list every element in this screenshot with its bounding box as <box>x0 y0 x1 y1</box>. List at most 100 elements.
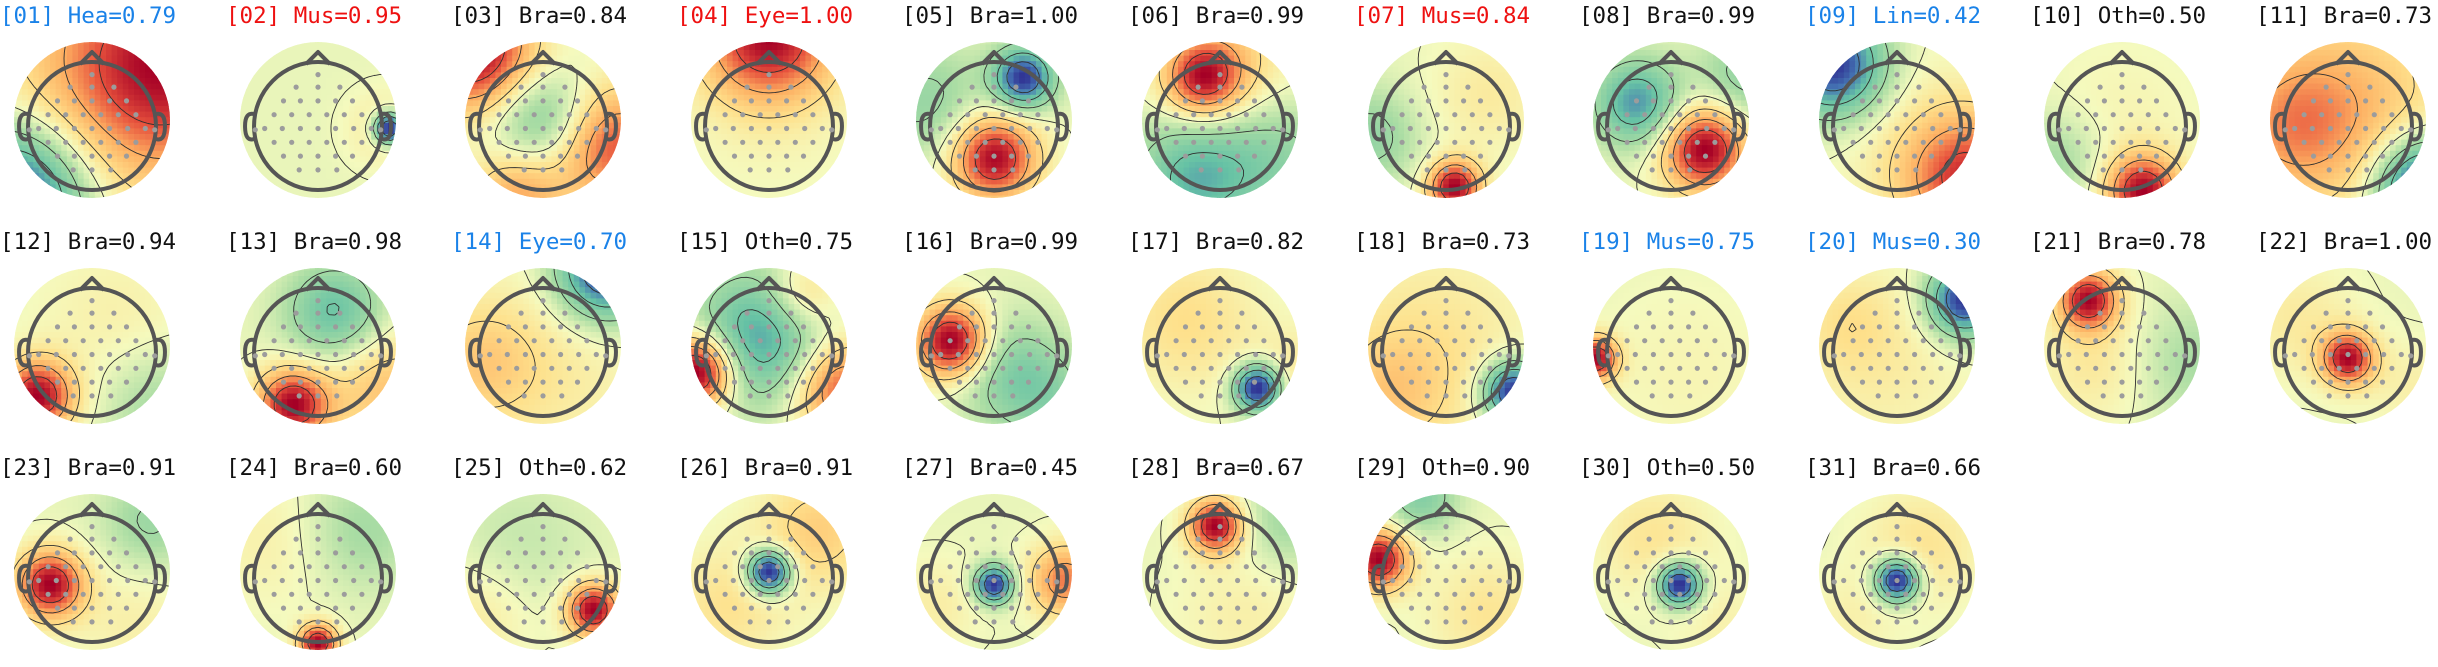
electrode <box>1686 324 1692 330</box>
electrode <box>1044 351 1050 358</box>
head-outline <box>928 512 1060 644</box>
electrode <box>1841 125 1847 132</box>
electrode <box>522 550 528 556</box>
head-outline <box>1380 286 1512 418</box>
electrode <box>1217 324 1223 330</box>
electrode <box>1251 98 1258 104</box>
electrode <box>2145 365 2151 371</box>
electrode <box>2379 379 2386 385</box>
electrode <box>1479 577 1485 584</box>
right-ear <box>1057 111 1069 142</box>
component-label: [17] Bra=0.82 <box>1128 226 1304 258</box>
electrode <box>2093 139 2099 145</box>
electrode <box>775 338 781 344</box>
electrode <box>2364 393 2370 399</box>
electrode <box>1425 605 1431 611</box>
left-ear <box>468 563 480 594</box>
electrode <box>784 577 790 584</box>
electrode <box>1226 139 1232 145</box>
electrode <box>973 125 979 132</box>
electrode <box>514 112 520 118</box>
electrode <box>1195 310 1201 316</box>
nose-marker <box>2108 50 2136 66</box>
electrode <box>2354 112 2360 118</box>
electrode <box>1677 564 1683 570</box>
electrode <box>1217 298 1223 304</box>
electrode <box>2138 393 2144 399</box>
electrode <box>1912 125 1918 132</box>
electrode <box>1850 564 1856 570</box>
electrode <box>947 112 953 118</box>
electrode <box>1226 365 1232 371</box>
component-label: [15] Oth=0.75 <box>677 226 853 258</box>
component-label: [08] Bra=0.99 <box>1579 0 1755 32</box>
electrode <box>280 379 287 385</box>
electrode <box>1894 619 1900 625</box>
electrode <box>1154 353 1160 359</box>
electrode <box>107 153 113 159</box>
electrode <box>784 351 790 358</box>
electrode <box>2292 351 2298 358</box>
component-label: [26] Bra=0.91 <box>677 452 853 484</box>
electrode <box>279 125 285 132</box>
electrode <box>2066 351 2072 358</box>
electrode <box>70 619 76 625</box>
electrode <box>722 564 728 570</box>
electrode <box>1217 351 1223 358</box>
electrode <box>810 564 816 570</box>
electrode <box>1920 112 1926 118</box>
electrode <box>1236 393 1242 399</box>
electrode <box>89 379 95 385</box>
electrode <box>334 619 340 625</box>
right-ear <box>155 337 167 368</box>
electrode <box>504 351 510 358</box>
electrode <box>1957 353 1963 359</box>
electrode <box>973 577 979 584</box>
contour-line <box>1905 268 1975 367</box>
electrode <box>2309 125 2315 132</box>
electrode <box>1831 353 1837 359</box>
electrode <box>2363 125 2369 132</box>
electrode <box>26 353 32 359</box>
electrode <box>89 72 95 78</box>
electrode <box>1868 365 1874 371</box>
electrode <box>341 139 347 145</box>
electrode <box>928 127 934 133</box>
electrode <box>956 324 963 330</box>
electrode <box>522 98 528 104</box>
component-label: [06] Bra=0.99 <box>1128 0 1304 32</box>
electrode <box>45 564 51 570</box>
electrode <box>1894 72 1900 78</box>
electrode <box>1668 324 1674 330</box>
electrode <box>757 139 763 145</box>
electrode <box>722 338 728 344</box>
electrode <box>574 379 581 385</box>
electrode <box>1702 550 1709 556</box>
electrode <box>252 579 258 585</box>
left-ear <box>694 563 706 594</box>
electrode <box>740 112 746 118</box>
electrode <box>1686 351 1692 358</box>
right-ear <box>1509 337 1521 368</box>
electrode <box>1417 112 1423 118</box>
electrode <box>89 153 95 159</box>
electrode <box>1035 591 1041 597</box>
electrode <box>1407 351 1413 358</box>
electrode <box>45 112 51 118</box>
electrode <box>938 351 944 358</box>
electrode <box>1239 536 1245 542</box>
electrode <box>2327 379 2333 385</box>
electrode <box>748 98 754 104</box>
electrode <box>315 167 321 173</box>
electrode <box>315 536 321 542</box>
electrode <box>306 564 312 570</box>
electrode <box>1694 564 1700 570</box>
electrode <box>1687 393 1693 399</box>
electrode <box>991 324 997 330</box>
topomap <box>465 494 621 650</box>
electrode <box>26 127 32 133</box>
electrode <box>973 550 979 556</box>
electrode <box>89 550 95 556</box>
electrode <box>477 127 483 133</box>
electrode <box>1659 139 1665 145</box>
